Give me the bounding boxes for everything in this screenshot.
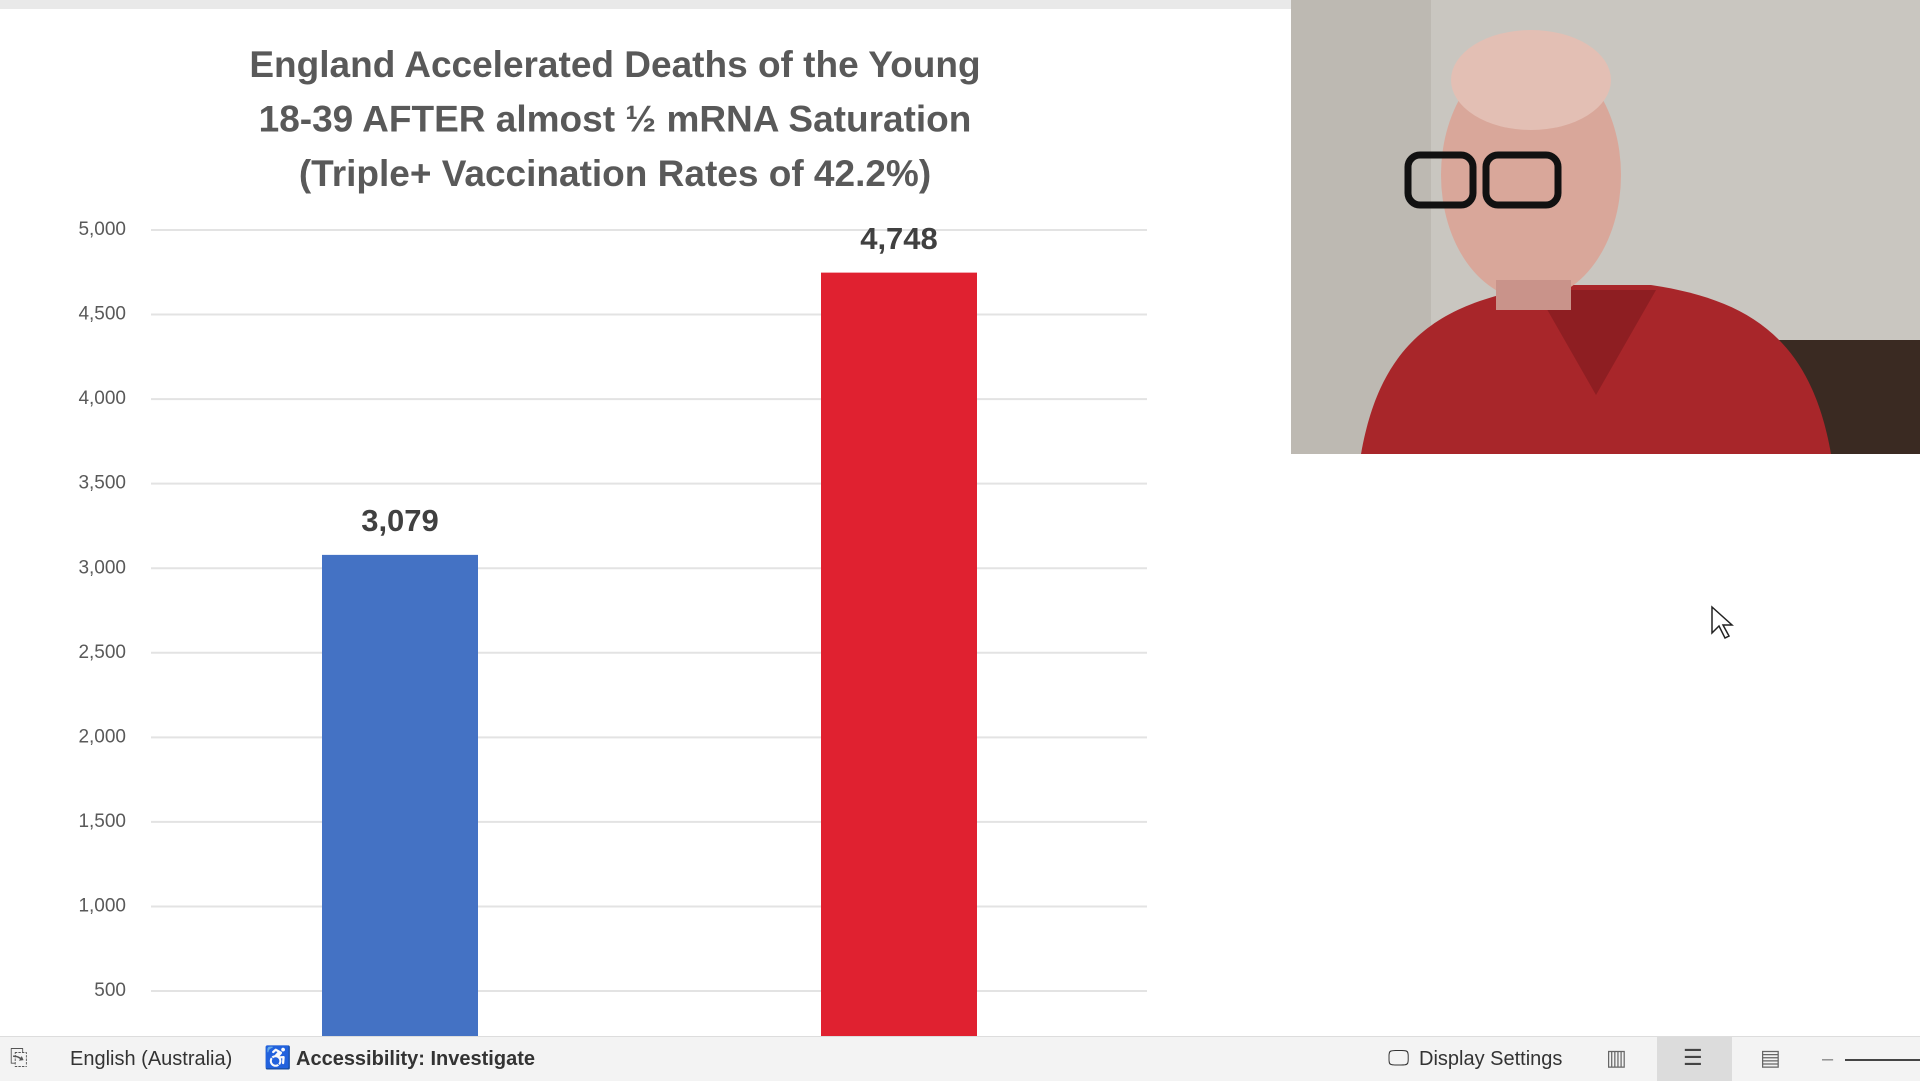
zoom-out[interactable]: – — [1822, 1048, 1834, 1070]
y-tick-label: 3,500 — [78, 473, 126, 494]
top-strip — [0, 0, 1291, 9]
y-tick-label: 4,000 — [78, 388, 126, 409]
bar — [821, 272, 977, 1036]
chart-title-line: England Accelerated Deaths of the Young — [249, 44, 980, 85]
y-tick-label: 1,500 — [78, 811, 126, 832]
y-tick-label: 5,000 — [78, 219, 126, 240]
y-tick-label: 1,000 — [78, 895, 126, 916]
zoom-slider[interactable] — [1845, 1059, 1920, 1061]
accessibility-icon[interactable]: ♿ — [264, 1045, 292, 1070]
mouse-cursor — [1711, 605, 1734, 640]
y-tick-label: 2,500 — [78, 642, 126, 663]
status-bar: ⎘ English (Australia) ♿ Accessibility: I… — [0, 1036, 1920, 1081]
display-icon[interactable]: 🖵 — [1388, 1045, 1410, 1070]
chart: England Accelerated Deaths of the Young 1… — [78, 44, 1147, 1036]
accessibility[interactable]: Accessibility: Investigate — [296, 1048, 535, 1070]
chart-title-line: (Triple+ Vaccination Rates of 42.2%) — [299, 153, 931, 194]
y-tick-label: 3,000 — [78, 557, 126, 578]
y-tick-label: 500 — [94, 980, 126, 1001]
language[interactable]: English (Australia) — [70, 1048, 233, 1070]
chart-title: England Accelerated Deaths of the Young 1… — [249, 44, 980, 194]
webcam-video — [1291, 0, 1920, 454]
print-layout[interactable] — [1657, 1037, 1732, 1081]
focus-icon[interactable]: ⎘ — [10, 1045, 28, 1070]
read-mode[interactable]: ▥ — [1606, 1045, 1627, 1070]
data-label: 4,748 — [860, 221, 938, 256]
display-settings[interactable]: Display Settings — [1419, 1048, 1563, 1070]
y-tick-label: 4,500 — [78, 304, 126, 325]
data-label: 3,079 — [361, 503, 439, 538]
y-tick-label: 2,000 — [78, 726, 126, 747]
print-layout-icon[interactable]: ☰ — [1683, 1045, 1703, 1070]
web-layout[interactable]: ▤ — [1760, 1045, 1781, 1070]
bar — [322, 554, 478, 1036]
chart-title-line: 18-39 AFTER almost ½ mRNA Saturation — [259, 98, 972, 139]
